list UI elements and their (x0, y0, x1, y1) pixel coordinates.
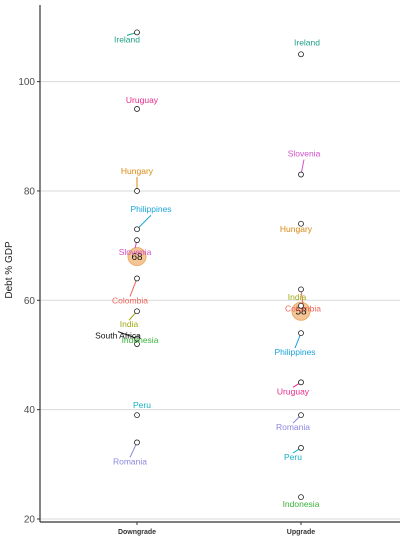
label-connector (136, 214, 152, 230)
point-label: Ireland (294, 37, 320, 47)
data-point (298, 379, 304, 386)
data-point (298, 51, 304, 58)
label-connector (117, 331, 138, 340)
point-label: Peru (284, 452, 302, 462)
mean-label: 58 (295, 307, 307, 318)
mean-marker (127, 247, 147, 267)
point-label: Ireland (114, 34, 140, 44)
point-label: Romania (113, 456, 147, 466)
point-label: India (288, 292, 307, 302)
y-tick-label: 40 (24, 405, 36, 416)
point-label: Slovenia (119, 247, 152, 257)
y-tick-label: 80 (24, 186, 36, 197)
point-label: Romania (276, 422, 310, 432)
data-point (298, 494, 304, 501)
data-point (134, 237, 140, 244)
point-label: Colombia (285, 303, 321, 313)
y-tick-label: 60 (24, 296, 36, 307)
y-axis-title: Debt % GDP (4, 241, 15, 299)
mean-label: 68 (131, 252, 143, 263)
data-point (134, 226, 140, 233)
mean-marker (291, 301, 311, 321)
x-tick-label: Upgrade (287, 529, 316, 536)
data-point (298, 412, 304, 419)
data-point (134, 412, 140, 419)
point-label: Peru (133, 400, 151, 410)
data-point (298, 330, 304, 337)
point-label: Uruguay (277, 386, 310, 396)
data-point (134, 188, 140, 194)
x-tick-label: Downgrade (118, 529, 156, 536)
point-label: Indonesia (283, 499, 320, 509)
point-label: Philippines (274, 347, 315, 357)
point-label: Slovenia (288, 149, 321, 159)
data-point (134, 308, 140, 315)
data-point (134, 341, 140, 347)
point-label: Indonesia (122, 335, 159, 345)
data-point (134, 439, 140, 446)
y-tick-label: 20 (24, 515, 36, 526)
point-label: Philippines (130, 204, 171, 214)
data-point (298, 445, 304, 451)
point-label: Uruguay (126, 95, 159, 105)
point-label: South Africa (95, 331, 141, 341)
data-point (298, 220, 304, 227)
point-label: Hungary (280, 224, 313, 234)
data-point (298, 171, 304, 178)
point-label: India (120, 319, 139, 329)
data-point (134, 335, 140, 342)
point-label: Hungary (121, 166, 154, 176)
data-point (134, 106, 140, 112)
data-point (134, 29, 140, 36)
data-point (298, 302, 304, 309)
data-point (298, 286, 304, 293)
label-connector (129, 278, 138, 297)
y-tick-label: 100 (18, 77, 35, 88)
point-label: Colombia (112, 295, 148, 305)
data-point (134, 275, 140, 282)
